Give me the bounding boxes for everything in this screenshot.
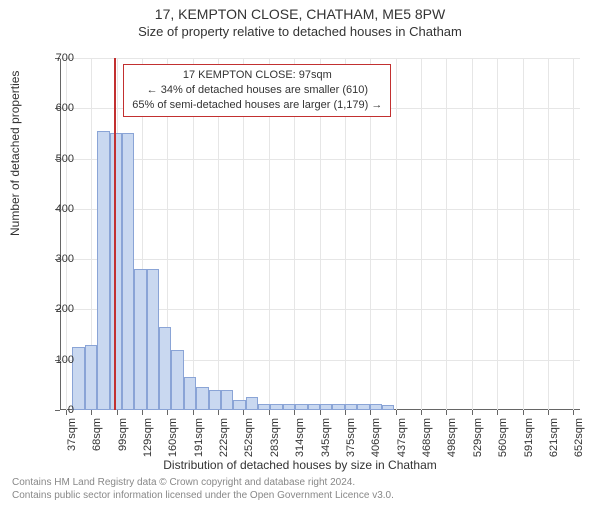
- histogram-bar: [72, 347, 84, 410]
- ytick-label: 0: [34, 404, 74, 416]
- xtick-mark: [548, 410, 549, 415]
- histogram-bar: [134, 269, 146, 410]
- xtick-label: 68sqm: [91, 418, 103, 458]
- xtick-mark: [497, 410, 498, 415]
- footer-attribution: Contains HM Land Registry data © Crown c…: [12, 477, 394, 502]
- footer-line-2: Contains public sector information licen…: [12, 490, 394, 503]
- histogram-bar: [122, 133, 134, 410]
- xtick-mark: [269, 410, 270, 415]
- xtick-mark: [320, 410, 321, 415]
- xtick-mark: [193, 410, 194, 415]
- histogram-bar: [184, 377, 196, 410]
- ytick-label: 600: [34, 102, 74, 114]
- xtick-label: 529sqm: [472, 418, 484, 458]
- histogram-bar: [196, 387, 208, 410]
- histogram-bar: [308, 404, 320, 410]
- xtick-label: 375sqm: [345, 418, 357, 458]
- xtick-mark: [91, 410, 92, 415]
- annotation-line-3: 65% of semi-detached houses are larger (…: [132, 98, 382, 113]
- histogram-bar: [209, 390, 221, 410]
- xtick-mark: [370, 410, 371, 415]
- xtick-mark: [446, 410, 447, 415]
- xtick-label: 437sqm: [396, 418, 408, 458]
- xtick-mark: [167, 410, 168, 415]
- xtick-label: 560sqm: [497, 418, 509, 458]
- xtick-label: 406sqm: [370, 418, 382, 458]
- xtick-label: 345sqm: [320, 418, 332, 458]
- property-marker-line: [114, 58, 116, 410]
- histogram-bar: [283, 404, 295, 410]
- ytick-label: 300: [34, 253, 74, 265]
- footer-line-1: Contains HM Land Registry data © Crown c…: [12, 477, 394, 490]
- histogram-bar: [345, 404, 357, 410]
- histogram-bar: [159, 327, 171, 410]
- xtick-label: 591sqm: [523, 418, 535, 458]
- xtick-label: 468sqm: [421, 418, 433, 458]
- histogram-bar: [171, 350, 183, 410]
- xtick-mark: [472, 410, 473, 415]
- xtick-mark: [345, 410, 346, 415]
- xtick-label: 37sqm: [66, 418, 78, 458]
- xtick-label: 314sqm: [294, 418, 306, 458]
- histogram-bar: [357, 404, 369, 410]
- xtick-mark: [218, 410, 219, 415]
- chart-area: 17 KEMPTON CLOSE: 97sqm ← 34% of detache…: [60, 58, 580, 410]
- xtick-label: 191sqm: [193, 418, 205, 458]
- xtick-label: 99sqm: [117, 418, 129, 458]
- xtick-label: 160sqm: [167, 418, 179, 458]
- xtick-label: 498sqm: [446, 418, 458, 458]
- annotation-line-2: ← 34% of detached houses are smaller (61…: [132, 83, 382, 98]
- ytick-label: 200: [34, 303, 74, 315]
- xtick-label: 222sqm: [218, 418, 230, 458]
- ytick-label: 500: [34, 153, 74, 165]
- xtick-mark: [243, 410, 244, 415]
- xtick-mark: [421, 410, 422, 415]
- histogram-bar: [270, 404, 282, 410]
- xtick-mark: [294, 410, 295, 415]
- histogram-bar: [233, 400, 245, 410]
- title-line-2: Size of property relative to detached ho…: [0, 24, 600, 39]
- xtick-label: 652sqm: [573, 418, 585, 458]
- annotation-box: 17 KEMPTON CLOSE: 97sqm ← 34% of detache…: [123, 64, 391, 117]
- ytick-label: 100: [34, 354, 74, 366]
- xtick-mark: [523, 410, 524, 415]
- histogram-bar: [147, 269, 159, 410]
- ytick-label: 700: [34, 52, 74, 64]
- xtick-mark: [142, 410, 143, 415]
- histogram-bar: [382, 405, 394, 410]
- ytick-label: 400: [34, 203, 74, 215]
- histogram-bar: [221, 390, 233, 410]
- xtick-mark: [573, 410, 574, 415]
- xtick-label: 621sqm: [548, 418, 560, 458]
- histogram-bar: [258, 404, 270, 410]
- x-axis-label: Distribution of detached houses by size …: [0, 458, 600, 472]
- histogram-bar: [370, 404, 382, 410]
- histogram-bar: [320, 404, 332, 410]
- histogram-bar: [97, 131, 109, 410]
- xtick-mark: [117, 410, 118, 415]
- annotation-line-1: 17 KEMPTON CLOSE: 97sqm: [132, 68, 382, 83]
- y-axis-label: Number of detached properties: [8, 71, 22, 236]
- xtick-label: 129sqm: [142, 418, 154, 458]
- histogram-bar: [246, 397, 258, 410]
- xtick-label: 283sqm: [269, 418, 281, 458]
- xtick-label: 252sqm: [243, 418, 255, 458]
- title-line-1: 17, KEMPTON CLOSE, CHATHAM, ME5 8PW: [0, 6, 600, 22]
- xtick-mark: [396, 410, 397, 415]
- histogram-bar: [295, 404, 307, 410]
- histogram-bar: [332, 404, 344, 410]
- histogram-bar: [85, 345, 97, 410]
